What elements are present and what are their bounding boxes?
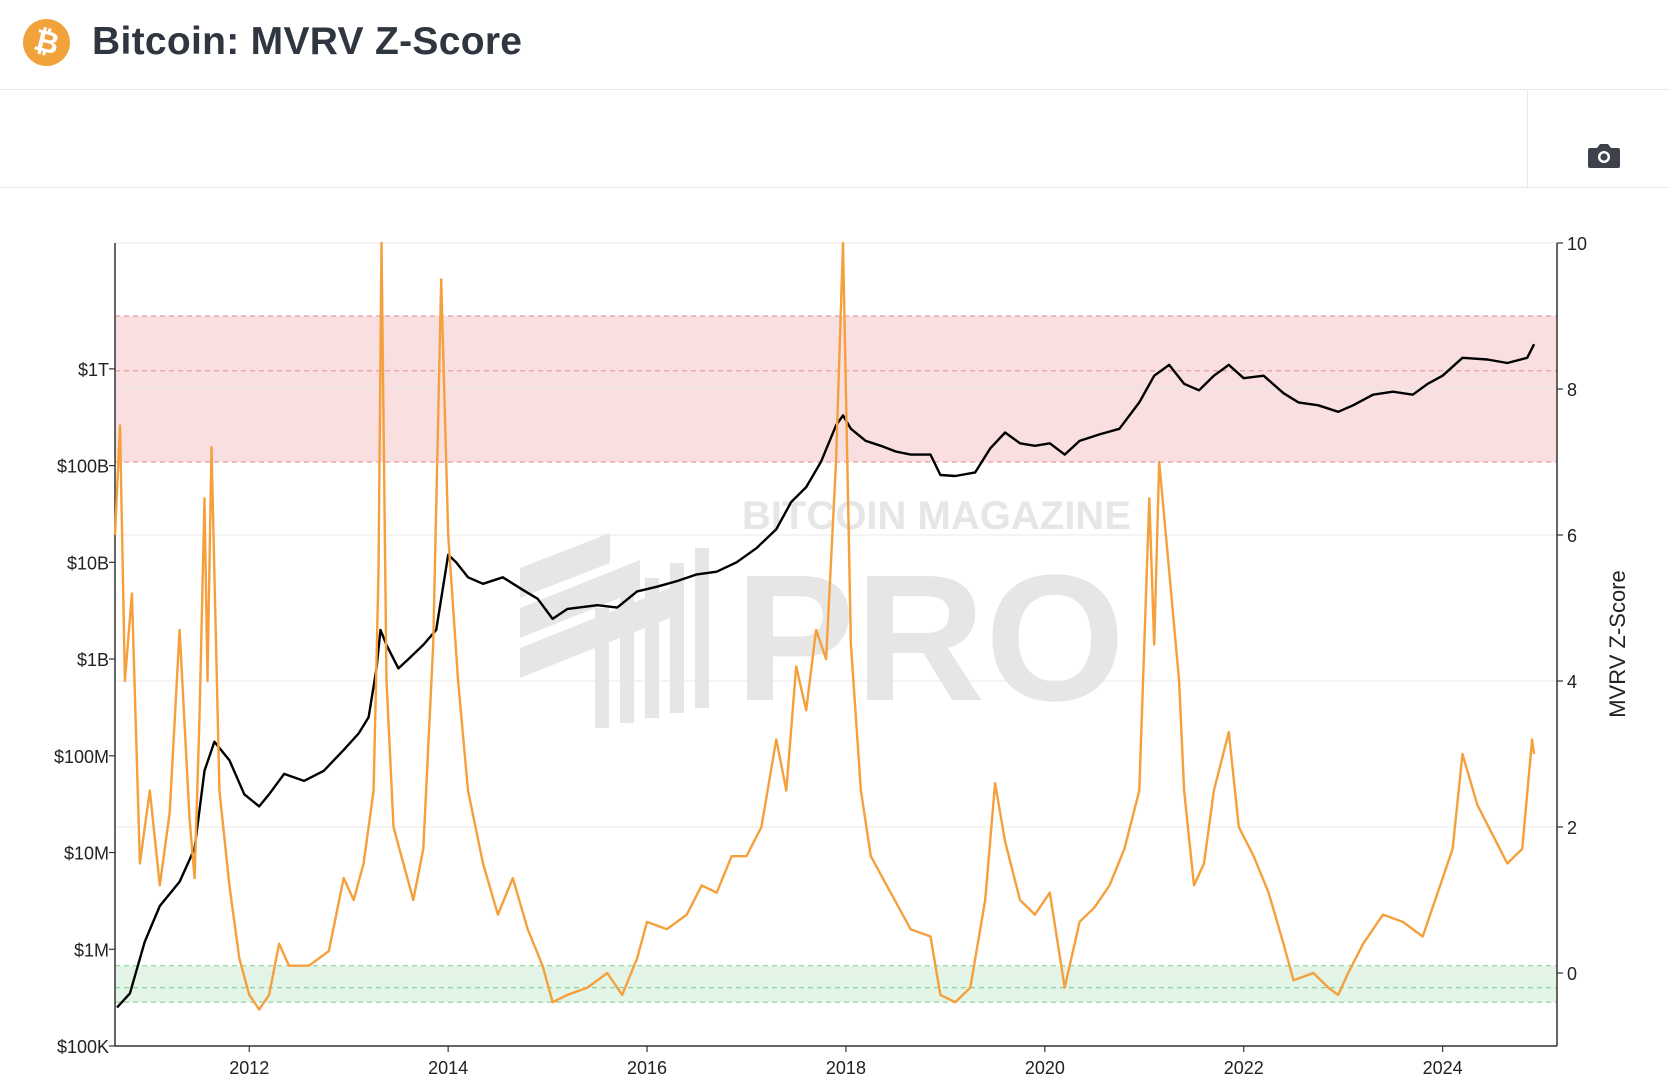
left-tick-label: $10B — [67, 553, 109, 573]
right-tick-label: 4 — [1567, 672, 1577, 692]
right-tick-label: 10 — [1567, 234, 1587, 254]
download-image-button[interactable] — [1585, 136, 1623, 174]
tick-labels: $100K $1M $10M $100M $1B $10B $100B $1T 0 2 4 6 8 10 2… — [54, 234, 1630, 1078]
bitcoin-logo-icon: ₿ — [23, 19, 70, 66]
left-tick-label: $1M — [74, 940, 109, 960]
left-tick-label: $100B — [57, 457, 109, 477]
left-tick-label: $10M — [64, 844, 109, 864]
right-tick-label: 6 — [1567, 526, 1577, 546]
page-title: Bitcoin: MVRV Z-Score — [92, 20, 523, 63]
bitcoin-symbol: ₿ — [30, 23, 63, 62]
undervalued-band — [115, 965, 1557, 1003]
mvrv-chart: BITCOIN MAGAZINE PRO $100K$1M$10M$100M$1… — [54, 234, 1630, 1078]
left-tick-label: $100M — [54, 747, 109, 767]
mvrv-zscore-line — [113, 241, 1536, 1011]
chart-toolbar — [0, 90, 1669, 188]
camera-icon — [1588, 144, 1620, 168]
x-tick-label: 2024 — [1423, 1058, 1463, 1078]
watermark-line2: PRO — [735, 538, 1125, 739]
market-cap-line — [116, 343, 1536, 1009]
x-tick-label: 2016 — [627, 1058, 667, 1078]
watermark-logo-icon — [520, 533, 709, 728]
x-tick-label: 2014 — [428, 1058, 468, 1078]
left-tick-label: $1B — [77, 650, 109, 670]
watermark-line1: BITCOIN MAGAZINE — [742, 494, 1131, 538]
x-tick-label: 2018 — [826, 1058, 866, 1078]
series-lines — [113, 241, 1536, 1011]
toolbar-divider — [1527, 90, 1528, 187]
x-tick-label: 2020 — [1025, 1058, 1065, 1078]
right-tick-label: 8 — [1567, 380, 1577, 400]
x-tick-label: 2012 — [229, 1058, 269, 1078]
right-tick-label: 2 — [1567, 818, 1577, 838]
right-axis-title: MVRV Z-Score — [1605, 570, 1630, 718]
gridlines — [115, 242, 1557, 974]
axes — [109, 242, 1563, 1052]
left-tick-label: $100K — [57, 1037, 109, 1057]
watermark: BITCOIN MAGAZINE PRO — [520, 494, 1131, 739]
left-tick-label: $1T — [78, 360, 109, 380]
chart-area: BITCOIN MAGAZINE PRO $100K $1M $10M $100M $1… — [0, 188, 1669, 1080]
x-tick-label: 2022 — [1224, 1058, 1264, 1078]
page-header: ₿ Bitcoin: MVRV Z-Score — [0, 0, 1669, 90]
right-tick-label: 0 — [1567, 964, 1577, 984]
